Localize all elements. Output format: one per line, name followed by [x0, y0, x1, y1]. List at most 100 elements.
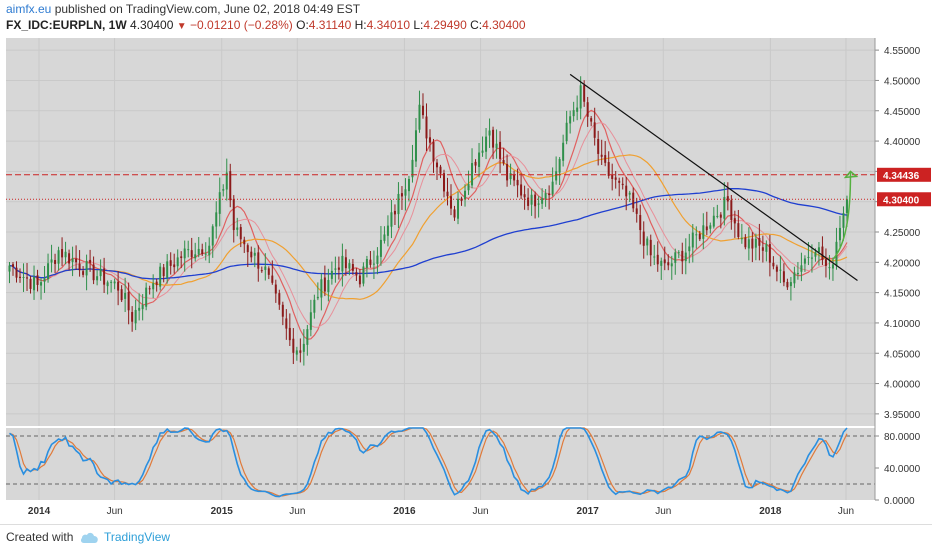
candle-body	[341, 255, 344, 272]
candle-body	[141, 304, 144, 310]
candle-body	[47, 263, 50, 280]
price-tick-label: 4.55000	[884, 46, 921, 57]
candle-body	[761, 247, 764, 251]
candle-body	[173, 264, 176, 268]
candle-body	[499, 141, 502, 159]
candle-body	[628, 192, 631, 195]
tradingview-cloud-icon	[80, 532, 98, 543]
candle-body	[817, 247, 820, 253]
candle-body	[667, 262, 670, 266]
trendline[interactable]	[569, 73, 858, 281]
candle-body	[152, 283, 155, 290]
candle-body	[82, 271, 85, 275]
publisher-name[interactable]: aimfx.eu	[6, 2, 52, 16]
candle-body	[744, 237, 747, 248]
candle-body	[54, 260, 57, 264]
candle-body	[376, 255, 379, 264]
candle-body	[362, 266, 365, 284]
candle-body	[471, 163, 474, 186]
candle-body	[737, 223, 740, 237]
candle-body	[702, 225, 705, 239]
high-value: 4.34010	[366, 18, 411, 32]
candle-body	[681, 250, 684, 262]
candle-body	[670, 263, 673, 267]
candle-body	[204, 253, 207, 255]
price-chart[interactable]: 4.550004.500004.450004.400004.350004.300…	[0, 0, 932, 524]
price-tick-label: 4.10000	[884, 319, 921, 330]
open-label: O:	[296, 18, 309, 32]
candle-body	[400, 193, 403, 197]
candle-body	[138, 307, 141, 311]
candle-body	[397, 193, 400, 215]
candle-body	[439, 166, 442, 174]
candle-body	[453, 209, 456, 218]
stoch-pane[interactable]	[6, 428, 875, 500]
price-tick-label: 3.95000	[884, 410, 921, 421]
stoch-d-line	[9, 427, 848, 497]
low-label: L:	[413, 18, 424, 32]
candle-body	[642, 231, 645, 246]
time-axis[interactable]: 2014 Jun 2015 Jun 2016 Jun 2017 Jun 2018 Jun	[28, 506, 854, 517]
open-value: 4.31140	[308, 18, 352, 32]
price-axis[interactable]: 4.550004.500004.450004.400004.350004.300…	[874, 38, 931, 507]
candle-body	[562, 142, 565, 161]
candle-body	[803, 258, 806, 264]
candle-body	[604, 155, 607, 163]
candle-body	[782, 271, 785, 283]
candle-body	[485, 136, 488, 152]
candle-body	[386, 225, 389, 236]
candle-body	[218, 192, 221, 214]
candle-body	[22, 276, 25, 278]
candle-body	[169, 260, 172, 266]
close-label: C:	[470, 18, 483, 32]
candle-body	[120, 289, 123, 301]
candle-body	[551, 181, 554, 195]
time-tick-label: Jun	[289, 506, 305, 517]
candle-body	[492, 129, 495, 148]
candle-body	[695, 234, 698, 236]
candle-body	[43, 278, 46, 282]
candle-body	[845, 199, 848, 214]
candle-body	[295, 350, 298, 355]
candles	[8, 76, 848, 366]
candle-body	[674, 252, 677, 263]
ma-fast-line	[9, 109, 848, 340]
candle-body	[299, 350, 302, 353]
candle-body	[716, 215, 719, 217]
forecast-arrow[interactable]	[832, 171, 852, 260]
down-triangle-icon: ▼	[176, 21, 187, 32]
time-tick-label: 2016	[393, 506, 416, 517]
candle-body	[369, 259, 372, 265]
candle-body	[772, 262, 775, 267]
candle-body	[288, 327, 291, 341]
candle-body	[814, 252, 817, 257]
price-level-label: 4.34436	[883, 171, 920, 182]
candle-body	[807, 256, 810, 258]
candle-body	[786, 281, 789, 288]
candle-body	[544, 193, 547, 199]
candle-body	[253, 252, 256, 256]
candle-body	[344, 257, 347, 269]
candle-body	[229, 171, 232, 201]
candle-body	[260, 270, 263, 272]
candle-body	[828, 267, 831, 269]
candle-body	[425, 116, 428, 139]
candle-body	[239, 227, 242, 240]
candle-body	[33, 277, 36, 291]
candle-body	[597, 139, 600, 154]
candle-body	[541, 198, 544, 204]
candle-body	[516, 179, 519, 186]
candle-body	[726, 196, 729, 202]
candle-body	[625, 185, 628, 197]
candle-body	[274, 284, 277, 294]
candle-body	[740, 238, 743, 240]
time-tick-label: Jun	[655, 506, 671, 517]
candle-body	[513, 174, 516, 181]
candle-body	[614, 177, 617, 180]
candle-body	[450, 196, 453, 209]
price-tick-label: 4.00000	[884, 380, 921, 391]
candle-body	[155, 281, 158, 286]
tradingview-link[interactable]: TradingView	[104, 530, 171, 544]
candle-body	[197, 248, 200, 255]
candle-body	[639, 215, 642, 231]
